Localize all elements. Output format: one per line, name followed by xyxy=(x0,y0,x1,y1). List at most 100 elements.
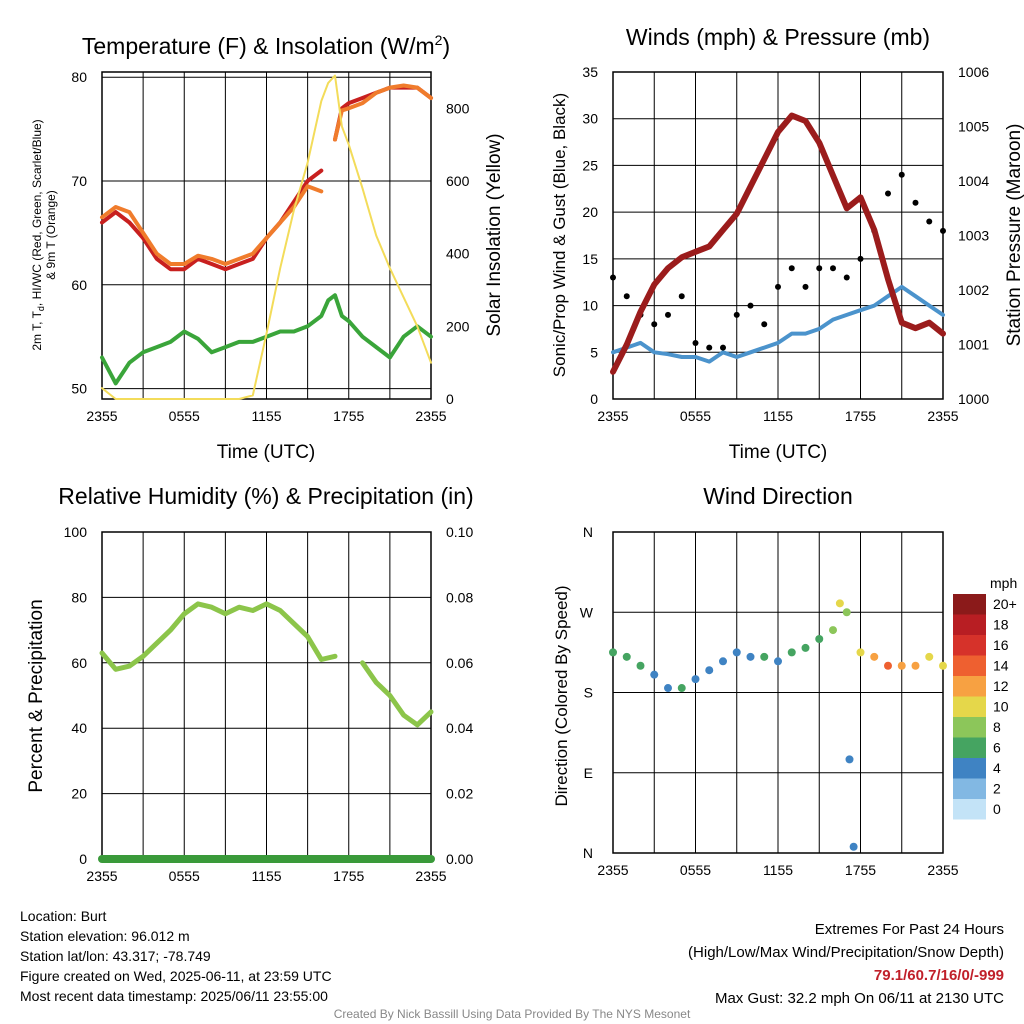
legend-swatch xyxy=(953,594,986,615)
temp-y2tick-label: 0 xyxy=(446,391,454,407)
rh-y2tick-label: 0.04 xyxy=(446,720,473,736)
temp-y2label: Solar Insolation (Yellow) xyxy=(484,133,505,336)
rh-y2tick-label: 0.06 xyxy=(446,655,473,671)
winds-xtick-label: 2355 xyxy=(597,408,628,424)
temp-series-9m-t xyxy=(100,83,433,266)
wdir-point xyxy=(719,657,727,666)
legend-swatch xyxy=(953,655,986,676)
winds-ytick-label: 35 xyxy=(582,64,598,80)
rh-ytick-label: 100 xyxy=(64,524,88,540)
temp-xtick-label: 2355 xyxy=(415,408,446,424)
latlon-text: Station lat/lon: 43.317; -78.749 xyxy=(20,948,211,964)
winds-y2tick-label: 1002 xyxy=(958,282,989,298)
winds-y2tick-label: 1006 xyxy=(958,64,989,80)
legend-swatch xyxy=(953,635,986,656)
wdir-point xyxy=(815,635,824,643)
winds-gust-point xyxy=(733,311,740,318)
temp-y2tick-label: 800 xyxy=(446,100,470,116)
temp-y2tick-label: 200 xyxy=(446,318,470,334)
temp-ytick-label: 80 xyxy=(71,69,87,85)
winds-gust-point xyxy=(775,283,781,290)
winds-ytick-label: 30 xyxy=(582,111,598,127)
wdir-ytick-label: N xyxy=(583,845,593,861)
wdir-point xyxy=(760,652,769,661)
station-info: Location: Burt Station elevation: 96.012… xyxy=(20,906,332,1006)
rh-ytick-label: 40 xyxy=(71,720,87,736)
temp-ylabel-line2: & 9m T (Orange) xyxy=(44,190,58,280)
winds-gust-point xyxy=(747,302,754,309)
winds-xtick-label: 2355 xyxy=(927,408,958,424)
winds-series-station-pressure xyxy=(610,112,946,375)
created-text: Figure created on Wed, 2025-06-11, at 23… xyxy=(20,968,332,984)
wdir-point xyxy=(677,684,686,693)
wdir-point xyxy=(845,755,854,764)
rh-xtick-label: 2355 xyxy=(86,868,117,884)
wdir-point xyxy=(939,661,947,670)
rh-ytick-label: 20 xyxy=(71,786,87,802)
winds-y2tick-label: 1004 xyxy=(958,173,989,189)
legend-label: 2 xyxy=(993,781,1001,797)
wdir-point xyxy=(774,657,782,666)
recent-text: Most recent data timestamp: 2025/06/11 2… xyxy=(20,988,328,1004)
winds-gust-point xyxy=(720,344,726,351)
legend-swatch xyxy=(953,758,986,779)
winds-y2tick-label: 1005 xyxy=(958,119,989,135)
winds-gust-point xyxy=(761,321,768,328)
legend-label: 8 xyxy=(993,719,1001,735)
temp-series-t-d xyxy=(100,293,433,386)
rh-y2tick-label: 0.10 xyxy=(446,524,473,540)
wdir-point xyxy=(842,608,851,617)
legend-label: 10 xyxy=(993,699,1009,715)
winds-gust-point xyxy=(706,344,713,351)
winds-xlabel: Time (UTC) xyxy=(729,442,828,463)
extremes-values: 79.1/60.7/16/0/-999 xyxy=(873,967,1004,984)
winds-y2tick-label: 1001 xyxy=(958,337,989,353)
elevation-text: Station elevation: 96.012 m xyxy=(20,928,190,944)
wdir-point xyxy=(835,599,844,608)
winds-gust-point xyxy=(665,311,671,318)
winds-gust-point xyxy=(678,293,685,300)
wdir-point xyxy=(870,652,879,661)
rh-xtick-label: 1155 xyxy=(251,868,281,884)
max-gust-text: Max Gust: 32.2 mph On 06/11 at 2130 UTC xyxy=(714,990,1004,1007)
wdir-ytick-label: N xyxy=(583,524,593,540)
legend-label: 20+ xyxy=(993,596,1017,612)
wdir-point xyxy=(925,652,934,661)
wdir-point xyxy=(897,661,906,670)
winds-gust-point xyxy=(898,171,905,178)
legend-swatch xyxy=(953,737,986,758)
wdir-point xyxy=(787,648,796,657)
winds-ytick-label: 5 xyxy=(590,344,598,360)
legend-label: 12 xyxy=(993,678,1009,694)
wdir-point xyxy=(732,648,741,657)
winds-gust-point xyxy=(912,199,919,206)
rh-ytick-label: 80 xyxy=(71,589,87,605)
winds-gust-point xyxy=(788,265,795,272)
wdir-ytick-label: W xyxy=(580,604,594,620)
rh-y2tick-label: 0.00 xyxy=(446,851,473,867)
winds-gust-point xyxy=(885,190,891,197)
wdir-point xyxy=(650,670,659,679)
legend-swatch xyxy=(953,696,986,717)
legend-swatch xyxy=(953,717,986,738)
wdir-point xyxy=(609,648,617,657)
rh-plot-area: 2355 0555 1155 1755 23550204060801000.000.02… xyxy=(64,524,474,884)
winds-ytick-label: 20 xyxy=(582,204,598,220)
winds-ytick-label: 10 xyxy=(582,298,598,314)
wdir-xtick-label: 1155 xyxy=(763,862,793,878)
wdir-point xyxy=(636,661,645,670)
winds-ytick-label: 0 xyxy=(590,391,598,407)
credit-text: Created By Nick Bassill Using Data Provi… xyxy=(333,1007,691,1021)
wdir-point xyxy=(746,652,755,661)
temp-xtick-label: 2355 xyxy=(86,408,117,424)
winds-gust-point xyxy=(651,321,658,328)
winds-gust-point xyxy=(802,283,809,290)
winds-gust-point xyxy=(940,227,946,234)
temp-title: Temperature (F) & Insolation (W/m2) xyxy=(82,32,450,59)
wdir-point xyxy=(849,842,858,851)
wdir-ytick-label: S xyxy=(584,685,593,701)
wdir-point xyxy=(691,675,700,684)
winds-series-sonic-prop-wind xyxy=(611,284,945,364)
wdir-point xyxy=(622,652,631,661)
